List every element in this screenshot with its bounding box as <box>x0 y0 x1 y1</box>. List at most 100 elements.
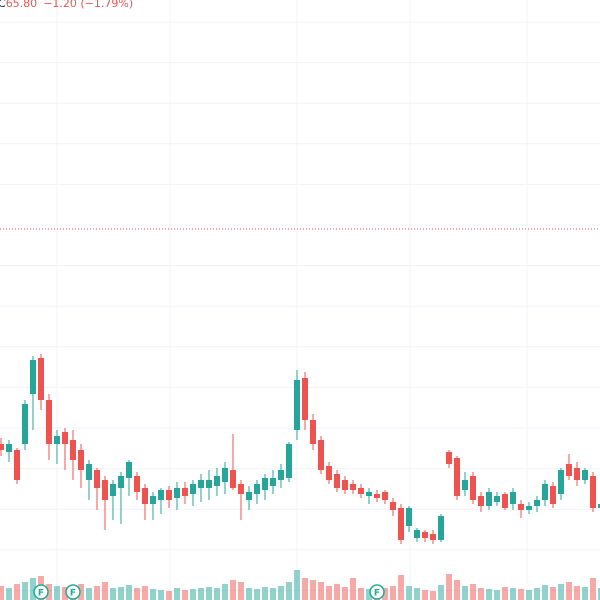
volume-bar <box>446 574 452 600</box>
volume-bar <box>174 588 180 600</box>
candle-body <box>598 504 600 508</box>
volume-bar <box>54 586 60 600</box>
candle-body <box>566 464 572 476</box>
candle-body <box>30 360 36 394</box>
volume-bar <box>510 588 516 600</box>
volume-bar <box>246 588 252 600</box>
candle-body <box>310 420 316 444</box>
volume-bar <box>430 591 436 600</box>
event-label: F <box>70 589 76 599</box>
volume-bar <box>518 589 524 600</box>
volume-bar <box>230 580 236 600</box>
candle-body <box>318 440 324 470</box>
volume-bar <box>46 584 52 600</box>
volume-bar <box>62 587 68 600</box>
volume-bar <box>206 587 212 600</box>
candle-body <box>558 470 564 494</box>
candle-body <box>414 530 420 538</box>
volume-bar <box>158 590 164 600</box>
volume-bar <box>414 588 420 600</box>
volume-bar <box>478 588 484 600</box>
volume-bar <box>326 586 332 600</box>
volume-bar <box>0 586 4 600</box>
volume-bar <box>382 588 388 600</box>
candle-body <box>102 480 108 500</box>
candle-body <box>454 458 460 496</box>
candle-body <box>238 484 244 494</box>
volume-bar <box>366 589 372 600</box>
candle-body <box>502 494 508 508</box>
volume-bar <box>294 570 300 600</box>
volume-bar <box>30 578 36 600</box>
volume-bar <box>102 582 108 600</box>
change-value: −1.20 (−1.79%) <box>43 0 133 10</box>
candle-body <box>70 440 76 460</box>
candle-body <box>110 484 116 496</box>
candle-body <box>142 488 148 504</box>
volume-bar <box>142 586 148 600</box>
volume-bar <box>398 575 404 600</box>
candle-body <box>6 444 12 452</box>
candle-body <box>94 470 100 488</box>
candle-body <box>358 488 364 494</box>
volume-bar <box>358 588 364 600</box>
candle-body <box>574 468 580 480</box>
candle-body <box>198 480 204 488</box>
candle-body <box>478 496 484 506</box>
volume-bar <box>150 589 156 600</box>
volume-bar <box>126 585 132 600</box>
volume-bar <box>502 587 508 600</box>
volume-bar <box>334 584 340 600</box>
volume-bar <box>534 588 540 600</box>
volume-bar <box>222 584 228 600</box>
event-marker <box>33 584 49 600</box>
volume-bar <box>438 585 444 600</box>
candle-body <box>534 500 540 506</box>
volume-bar <box>286 582 292 600</box>
volume-bar <box>262 587 268 600</box>
close-label: C <box>0 0 6 10</box>
volume-bar <box>494 590 500 600</box>
candle-body <box>126 462 132 478</box>
volume-bar <box>350 578 356 600</box>
candle-body <box>278 470 284 480</box>
candle-body <box>510 492 516 504</box>
volume-bar <box>6 588 12 600</box>
candle-body <box>518 504 524 510</box>
candle-body <box>334 474 340 488</box>
volume-bar <box>94 586 100 600</box>
candle-body <box>262 478 268 490</box>
candle-body <box>438 516 444 540</box>
volume-bar <box>582 587 588 600</box>
candle-body <box>222 468 228 482</box>
volume-bar <box>278 586 284 600</box>
candle-body <box>486 492 492 506</box>
volume-bar <box>134 588 140 600</box>
candle-body <box>390 502 396 510</box>
candle-body <box>190 484 196 494</box>
candle-body <box>38 358 44 400</box>
volume-bar <box>598 588 600 600</box>
candle-body <box>382 492 388 500</box>
volume-bar <box>558 584 564 600</box>
volume-bar <box>550 587 556 600</box>
volume-bar <box>486 589 492 600</box>
close-value: 65.80 <box>6 0 38 10</box>
candle-body <box>206 480 212 488</box>
candle-body <box>182 488 188 496</box>
candle-body <box>230 470 236 488</box>
event-marker <box>65 584 81 600</box>
candle-body <box>342 480 348 490</box>
candle-body <box>294 380 300 430</box>
candle-body <box>350 484 356 490</box>
volume-bar <box>190 589 196 600</box>
candle-body <box>430 534 436 540</box>
volume-bar <box>270 588 276 600</box>
volume-bar <box>78 584 84 600</box>
volume-bar <box>22 582 28 600</box>
volume-bar <box>254 589 260 600</box>
volume-bar <box>390 586 396 600</box>
candle-body <box>446 452 452 464</box>
candle-body <box>174 488 180 498</box>
